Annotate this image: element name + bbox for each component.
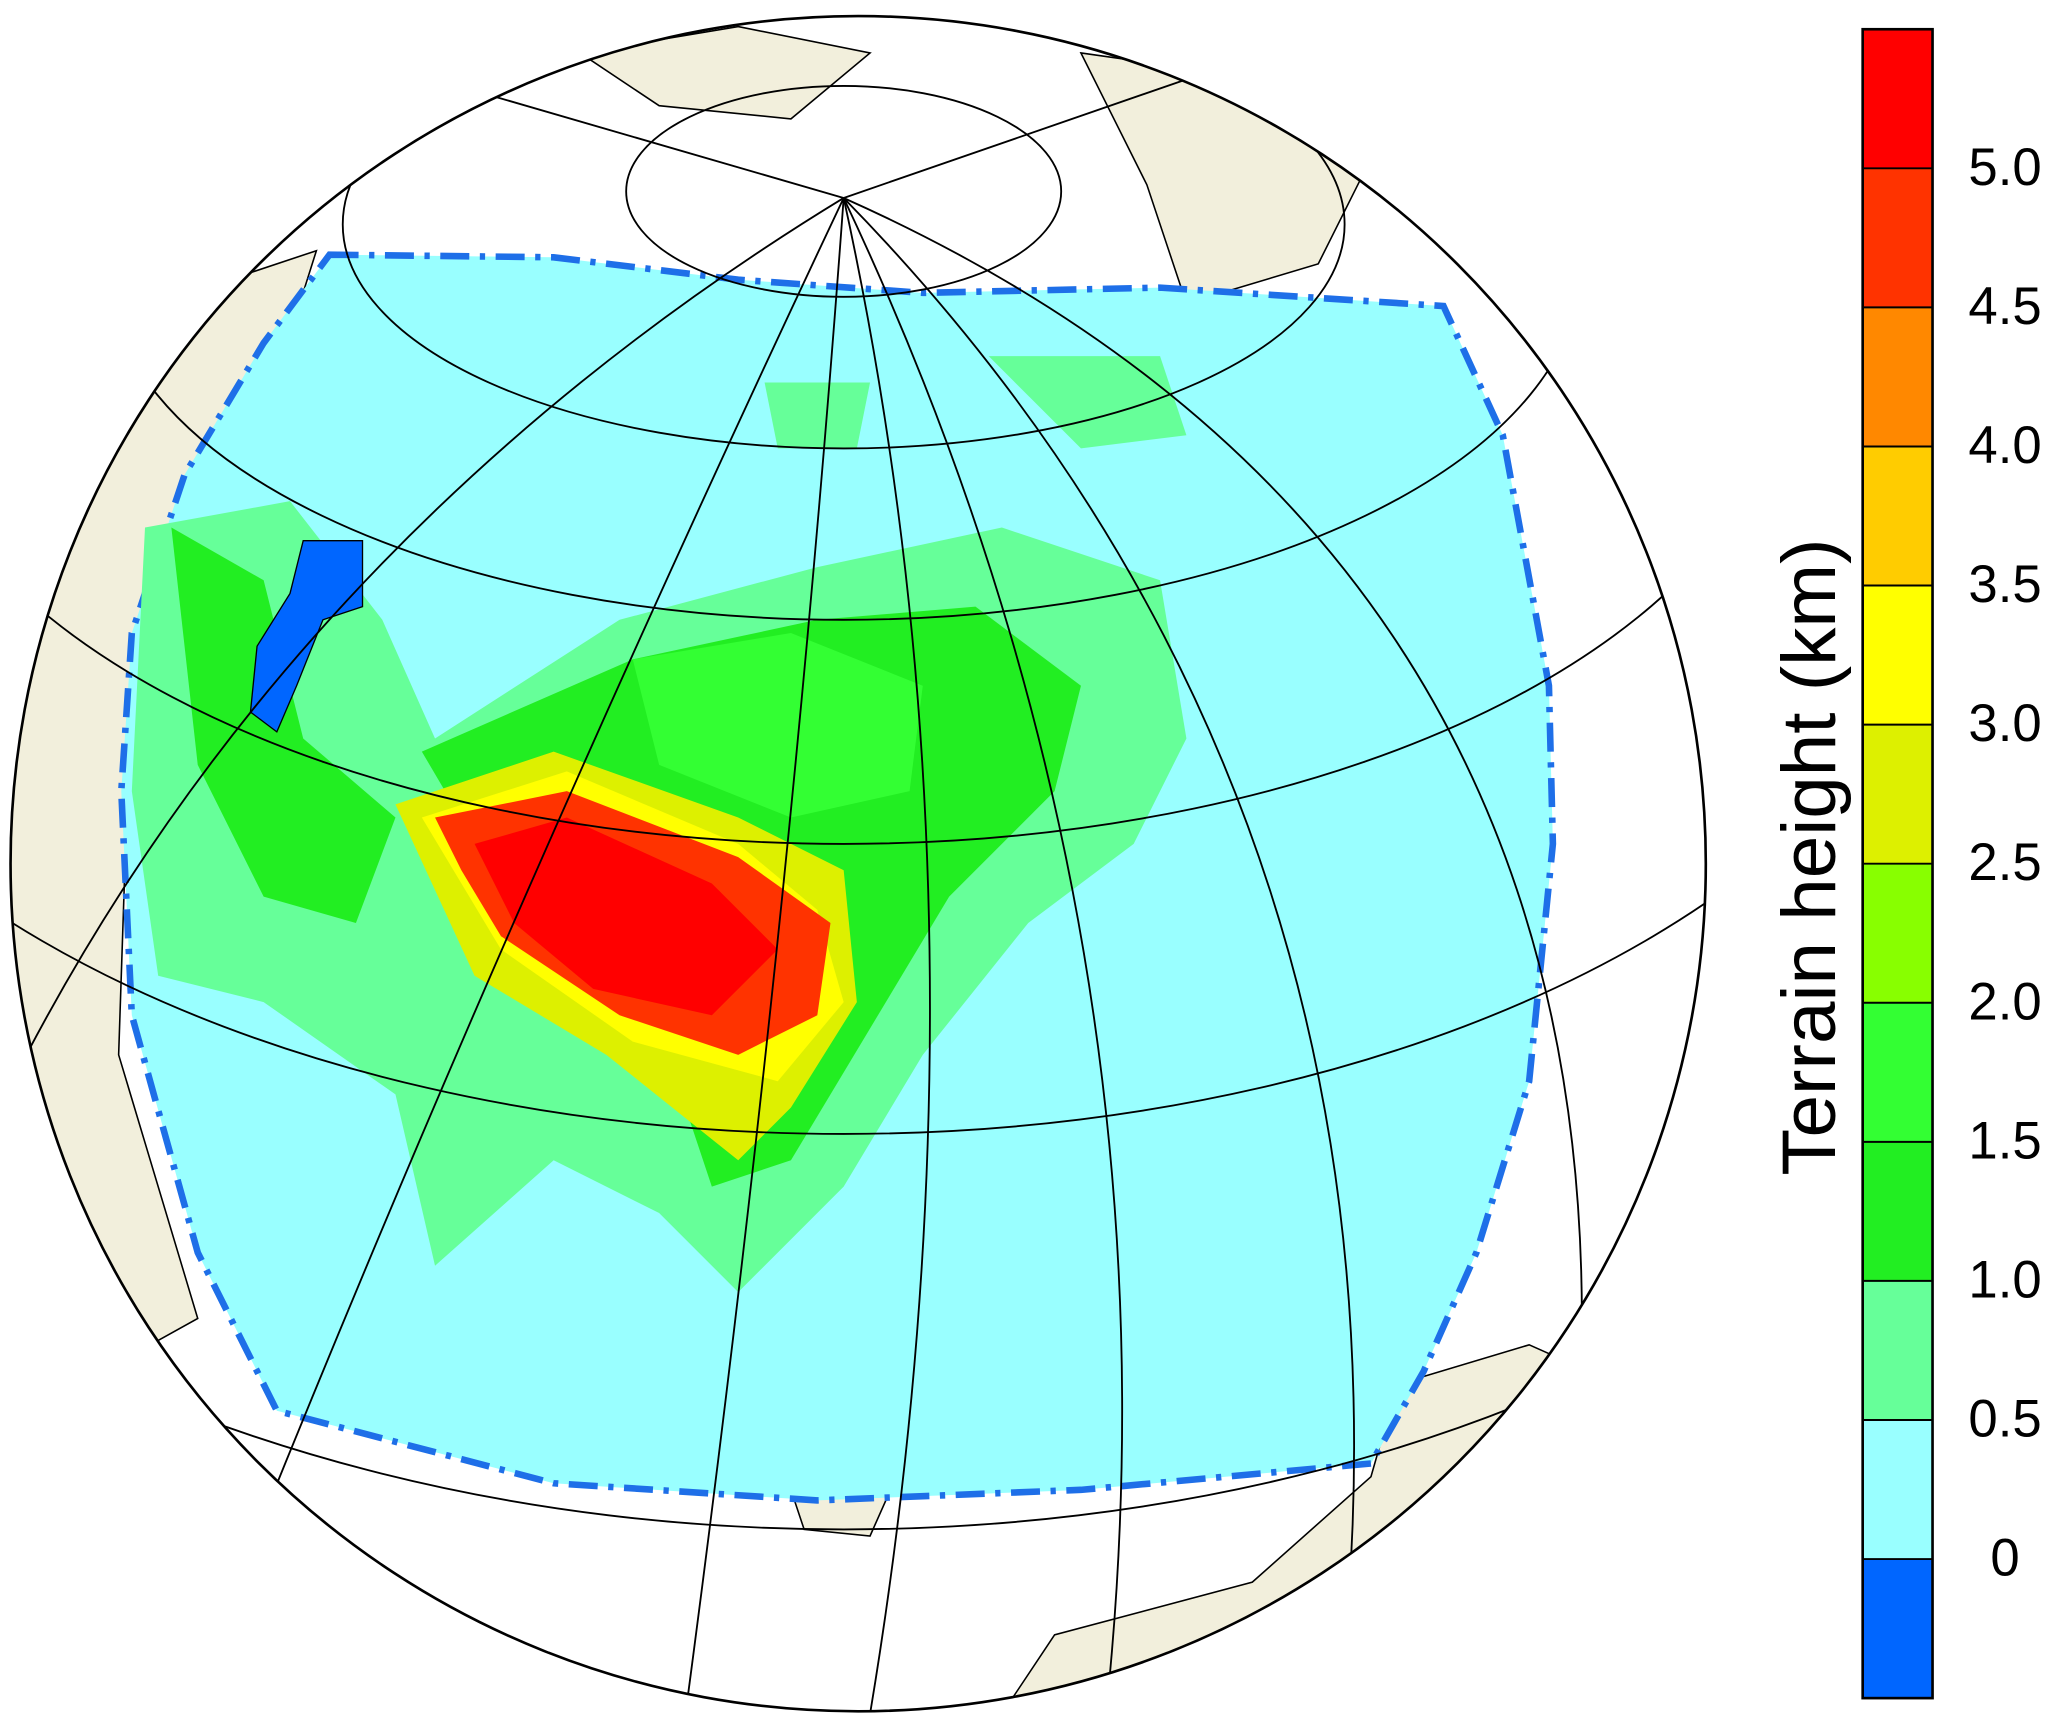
colorbar-bin: [1862, 585, 1933, 725]
colorbar-bin: [1862, 1141, 1933, 1281]
colorbar-frame: [1861, 27, 1934, 1700]
colorbar-bin: [1862, 724, 1933, 864]
colorbar-bin: [1862, 1419, 1933, 1560]
globe-outline: [9, 14, 1708, 1713]
colorbar-tick-label: 2.5: [1968, 833, 2041, 892]
colorbar-tick-label: 3.0: [1968, 694, 2041, 753]
colorbar-tick-label: 4.0: [1968, 416, 2041, 475]
colorbar-tick-label: 0.5: [1968, 1390, 2041, 1449]
terrain: [131, 356, 1187, 1293]
colorbar-tick-label: 0: [1990, 1529, 2019, 1588]
colorbar-bin: [1862, 863, 1933, 1003]
colorbar-bin: [1862, 1280, 1933, 1420]
colorbar-tick-label: 2.0: [1968, 972, 2041, 1031]
colorbar-title: Terrain height (km): [1767, 538, 1852, 1175]
colorbar-tick-label: 5.0: [1968, 138, 2041, 197]
colorbar-bin: [1862, 1559, 1933, 1699]
colorbar-bin: [1862, 446, 1933, 586]
colorbar: Terrain height (km) 0 0.5 1.0 1.5 2.0 2.5 3.0 3…: [1767, 27, 2042, 1700]
colorbar-tick-label: 1.0: [1968, 1250, 2041, 1309]
colorbar-bin: [1862, 307, 1933, 447]
colorbar-tick-label: 4.5: [1968, 277, 2041, 336]
colorbar-bin: [1862, 1002, 1933, 1142]
colorbar-bin: [1862, 29, 1933, 169]
colorbar-bin: [1862, 168, 1933, 308]
colorbar-tick-label: 1.5: [1968, 1111, 2041, 1170]
colorbar-tick-label: 3.5: [1968, 555, 2041, 614]
